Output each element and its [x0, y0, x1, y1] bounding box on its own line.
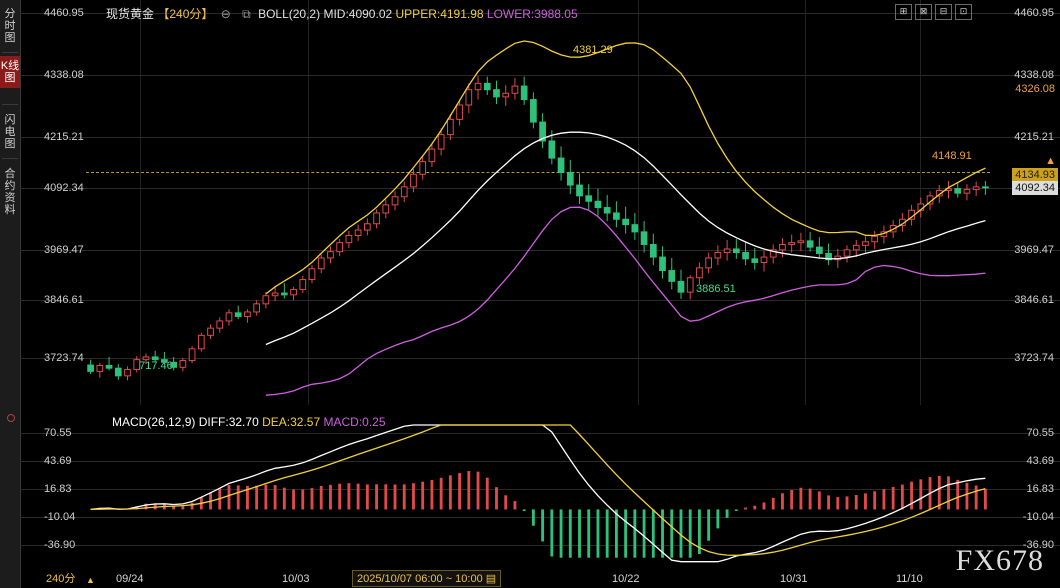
time-range-label: 2025/10/07 06:00 ~ 10:00	[357, 573, 483, 585]
price-axis-right-tick-4: 3969.47	[1014, 244, 1054, 256]
last-price-tag: 4134.93	[1012, 168, 1058, 182]
macd-dea: DEA:32.57	[262, 415, 321, 429]
sidebar-item-flash-chart[interactable]: 闪电图	[0, 110, 20, 154]
x-tick-0: 09/24	[116, 573, 144, 585]
price-axis-left-tick-2: 4215.21	[44, 131, 84, 143]
period-label: 【240分】	[157, 7, 214, 21]
symbol-label: 现货黄金	[106, 7, 155, 21]
watermark: FX678	[955, 544, 1044, 577]
chart-plot[interactable]: 现货黄金 【240分】 ⊖ ⧉ BOLL(20,2) MID:4090.02 U…	[20, 0, 1060, 588]
price-axis-right-tick-1: 4338.08	[1014, 69, 1054, 81]
macd-axis-right-tick-4: -36.90	[1022, 539, 1054, 551]
swing-high-label: 4381.29	[573, 44, 613, 56]
macd-axis-right-tick-1: 43.69	[1026, 455, 1054, 467]
indicator-icon[interactable]: ⧉	[242, 7, 251, 21]
price-axis-left-tick-3: 4092.34	[44, 182, 84, 194]
macd-header: MACD(26,12,9) DIFF:32.70 DEA:32.57 MACD:…	[112, 415, 386, 429]
macd-name: MACD(26,12,9)	[112, 415, 196, 429]
price-axis-left-tick-4: 3969.47	[44, 244, 84, 256]
tool-split-icon[interactable]: ⊠	[915, 4, 932, 20]
rail-label-contract: 合约资料	[4, 168, 16, 216]
left-toolbar: 分时图 K线图 闪电图 合约资料	[0, 0, 21, 588]
last-price-level-line	[86, 172, 990, 173]
upper-band-tag: 4326.08	[1015, 83, 1055, 95]
macd-axis-left-tick-2: 16.83	[44, 483, 72, 495]
swing-low-label: 3886.51	[696, 283, 736, 295]
price-axis-right-tick-6: 3723.74	[1014, 352, 1054, 364]
tool-grid-icon[interactable]: ⊞	[895, 4, 912, 20]
macd-axis-left-tick-4: -36.90	[44, 539, 76, 551]
boll-mid: MID:4090.02	[323, 7, 393, 21]
tool-rows-icon[interactable]: ⊟	[935, 4, 952, 20]
price-axis-left-tick-1: 4338.08	[44, 69, 84, 81]
macd-axis-right-tick-3: -10.04	[1022, 511, 1054, 523]
calendar-icon: ▤	[485, 573, 497, 585]
sidebar-item-minute-chart[interactable]: 分时图	[0, 4, 20, 48]
macd-axis-left-tick-3: -10.04	[44, 511, 76, 523]
chart-canvas	[87, 40, 989, 563]
time-range-box[interactable]: 2025/10/07 06:00 ~ 10:00 ▤	[352, 570, 502, 587]
macd-value: MACD:0.25	[323, 415, 386, 429]
timeframe-arrow-icon: ▲	[86, 575, 95, 585]
recent-high-label: 4148.91	[932, 150, 972, 162]
start-low-label: 3717.46	[133, 360, 173, 372]
tool-full-icon[interactable]: ⊡	[955, 4, 972, 20]
macd-axis-right-tick-0: 70.55	[1026, 427, 1054, 439]
macd-axis-left-tick-1: 43.69	[44, 455, 72, 467]
x-tick-1: 10/03	[282, 573, 310, 585]
timeframe-badge[interactable]: 240分	[46, 573, 76, 585]
boll-name: BOLL(20,2)	[258, 7, 321, 21]
chart-header: 现货黄金 【240分】 ⊖ ⧉ BOLL(20,2) MID:4090.02 U…	[106, 5, 578, 22]
sidebar-item-contract-info[interactable]: 合约资料	[0, 164, 20, 220]
rail-label-kline: K线图	[0, 60, 20, 84]
x-tick-3: 10/31	[780, 573, 808, 585]
mid-price-tag: 4092.34	[1012, 181, 1058, 195]
minus-icon[interactable]: ⊖	[220, 7, 231, 21]
macd-indicator-dot[interactable]	[7, 414, 15, 422]
price-axis-right-tick-2: 4215.21	[1014, 131, 1054, 143]
price-axis-right-tick-0: 4460.95	[1014, 7, 1054, 19]
boll-upper: UPPER:4191.98	[395, 7, 484, 21]
price-axis-left-tick-6: 3723.74	[44, 352, 84, 364]
price-axis-left-tick-0: 4460.95	[44, 7, 84, 19]
price-axis-left-tick-5: 3846.61	[44, 294, 84, 306]
rail-label-minute: 分时图	[4, 8, 16, 44]
x-tick-2: 10/22	[612, 573, 640, 585]
price-up-arrow-icon: ▲	[1045, 155, 1056, 167]
price-axis-right-tick-5: 3846.61	[1014, 294, 1054, 306]
rail-label-flash: 闪电图	[4, 114, 16, 150]
window-tools[interactable]: ⊞ ⊠ ⊟ ⊡	[895, 4, 972, 20]
macd-axis-right-tick-2: 16.83	[1026, 483, 1054, 495]
macd-diff: DIFF:32.70	[198, 415, 259, 429]
macd-axis-left-tick-0: 70.55	[44, 427, 72, 439]
sidebar-item-k-line-chart[interactable]: K线图	[0, 56, 20, 88]
x-tick-4: 11/10	[896, 573, 923, 585]
boll-lower: LOWER:3988.05	[486, 7, 578, 21]
